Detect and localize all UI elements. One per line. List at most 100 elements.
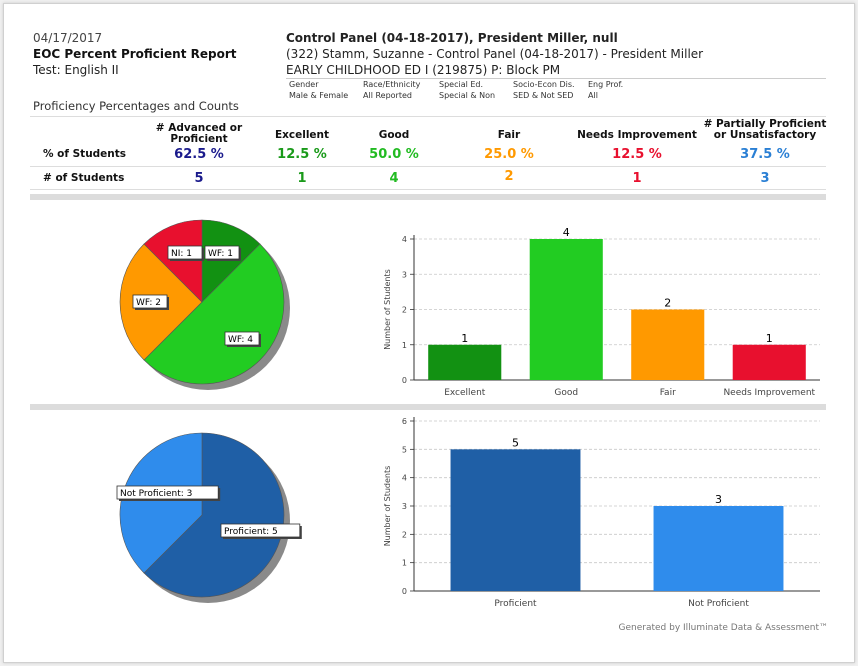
bar2-ylabel: Number of Students xyxy=(383,466,392,547)
col-header-excellent: Excellent xyxy=(274,129,330,141)
pie1-slice-label: WF: 1 xyxy=(204,245,241,261)
svg-text:WF: 1: WF: 1 xyxy=(208,249,233,259)
filter-value: Male & Female xyxy=(289,91,349,100)
percent-fair: 25.0 % xyxy=(484,147,534,162)
bar1-ylabel: Number of Students xyxy=(383,269,392,350)
col-header-advanced-proficient: # Advanced or Proficient xyxy=(155,122,243,145)
bar1-bar-value-label: 4 xyxy=(563,226,570,239)
bar1-bar xyxy=(732,344,806,380)
proficiency-level-bar-chart: 0 1 2 3 4 Number of Students 1 Excellent 4 Good 2 F… xyxy=(383,226,820,398)
bar1-bar-value-label: 1 xyxy=(766,332,773,345)
filter-value: SED & Not SED xyxy=(513,91,574,100)
filter-special-ed: Special Ed. Special & Non xyxy=(439,79,495,101)
bar2-bar-value-label: 5 xyxy=(512,436,519,449)
count-needs-improvement: 1 xyxy=(632,171,642,186)
report-date: 04/17/2017 xyxy=(33,31,103,45)
report-title: EOC Percent Proficient Report xyxy=(33,47,237,61)
pie1-slice-label: WF: 2 xyxy=(132,294,169,310)
bar1-category-label: Good xyxy=(554,388,578,398)
section-separator-2 xyxy=(30,404,826,410)
svg-text:WF: 4: WF: 4 xyxy=(228,335,253,345)
filter-value: All Reported xyxy=(363,91,412,100)
bar1-ytick-label: 3 xyxy=(402,270,407,279)
bar1-bar xyxy=(529,239,603,380)
table-row-divider xyxy=(30,166,826,167)
control-panel-title: Control Panel (04-18-2017), President Mi… xyxy=(286,31,618,45)
header-divider xyxy=(286,78,826,79)
svg-text:Not Proficient: 3: Not Proficient: 3 xyxy=(120,489,192,499)
bar2-bar xyxy=(450,449,581,591)
bar1-bar-value-label: 1 xyxy=(461,332,468,345)
count-excellent: 1 xyxy=(297,171,307,186)
bar2-ytick-label: 6 xyxy=(402,417,407,426)
row-label-count: # of Students xyxy=(43,172,125,184)
proficient-vs-not-pie-chart: Proficient: 5 Not Proficient: 3 xyxy=(116,432,302,603)
bar1-bar xyxy=(631,309,705,380)
filter-label: Race/Ethnicity xyxy=(363,80,421,89)
pie1-slice-label: NI: 1 xyxy=(167,245,204,261)
svg-text:Proficient: 5: Proficient: 5 xyxy=(224,527,278,537)
bar2-ytick-label: 3 xyxy=(402,502,407,511)
pie1-slice-label: WF: 4 xyxy=(224,331,261,347)
section-title: Proficiency Percentages and Counts xyxy=(33,99,239,113)
filter-label: Socio-Econ Dis. xyxy=(513,80,575,89)
table-bottom-border xyxy=(30,189,826,190)
filter-gender: Gender Male & Female xyxy=(289,79,348,101)
col-header-good: Good xyxy=(378,129,410,141)
svg-text:NI: 1: NI: 1 xyxy=(171,249,192,259)
bar1-category-label: Excellent xyxy=(444,388,486,398)
pie1-slice xyxy=(143,243,285,385)
pie2-slice xyxy=(143,432,285,598)
count-good: 4 xyxy=(389,171,399,186)
bar2-category-label: Not Proficient xyxy=(688,599,749,609)
filter-socio-econ: Socio-Econ Dis. SED & Not SED xyxy=(513,79,575,101)
course-line: EARLY CHILDHOOD ED I (219875) P: Block P… xyxy=(286,63,561,77)
percent-partially-proficient: 37.5 % xyxy=(740,147,790,162)
bar2-ytick-label: 5 xyxy=(402,445,407,454)
teacher-line: (322) Stamm, Suzanne - Control Panel (04… xyxy=(286,47,704,61)
bar1-bar-value-label: 2 xyxy=(664,297,671,310)
percent-needs-improvement: 12.5 % xyxy=(612,147,662,162)
filter-label: Special Ed. xyxy=(439,80,484,89)
bar1-category-label: Fair xyxy=(660,388,676,398)
bar2-category-label: Proficient xyxy=(494,599,537,609)
footer-generated-by: Generated by Illuminate Data & Assessmen… xyxy=(618,623,829,633)
pie2-slice xyxy=(119,432,203,574)
filter-label: Eng Prof. xyxy=(588,80,624,89)
bar2-bar-value-label: 3 xyxy=(715,493,722,506)
bar2-ytick-label: 4 xyxy=(402,474,407,483)
bar1-ytick-label: 1 xyxy=(402,341,407,350)
percent-good: 50.0 % xyxy=(369,147,419,162)
col-header-fair: Fair xyxy=(497,129,521,141)
report-header-left: 04/17/2017 EOC Percent Proficient Report… xyxy=(33,30,236,78)
bar2-ytick-label: 0 xyxy=(402,587,407,596)
bar1-ytick-label: 2 xyxy=(402,306,407,315)
filter-label: Gender xyxy=(289,80,319,89)
filter-eng-prof: Eng Prof. All xyxy=(588,79,623,101)
bar1-category-label: Needs Improvement xyxy=(723,388,815,398)
test-name: Test: English II xyxy=(33,63,119,77)
filter-value: All xyxy=(588,91,598,100)
pie2-slice-label: Not Proficient: 3 xyxy=(116,485,221,501)
col-header-needs-improvement: Needs Improvement xyxy=(577,129,697,141)
bar1-bar xyxy=(428,344,502,380)
col-header-partially-proficient: # Partially Proficient or Unsatisfactory xyxy=(703,118,827,141)
pie2-slice-label: Proficient: 5 xyxy=(220,523,302,539)
bar1-ytick-label: 0 xyxy=(402,376,407,385)
filter-value: Special & Non xyxy=(439,91,496,100)
bar1-ytick-label: 4 xyxy=(402,235,407,244)
bar2-ytick-label: 1 xyxy=(402,559,407,568)
count-partially-proficient: 3 xyxy=(760,171,770,186)
row-label-percent: % of Students xyxy=(43,148,127,160)
percent-advanced-proficient: 62.5 % xyxy=(174,147,224,162)
section-separator-1 xyxy=(30,194,826,200)
proficiency-level-pie-chart: WF: 1 WF: 4 WF: 2 NI: 1 xyxy=(119,219,290,390)
percent-excellent: 12.5 % xyxy=(277,147,327,162)
count-fair: 2 xyxy=(504,169,514,184)
proficient-vs-not-bar-chart: 0 1 2 3 4 5 6 Number of Students 5 Proficient 3 Not… xyxy=(383,417,820,609)
filter-race: Race/Ethnicity All Reported xyxy=(363,79,420,101)
count-advanced-proficient: 5 xyxy=(194,171,204,186)
bar2-ytick-label: 2 xyxy=(402,530,407,539)
bar2-bar xyxy=(653,506,784,591)
table-top-border xyxy=(30,116,826,117)
